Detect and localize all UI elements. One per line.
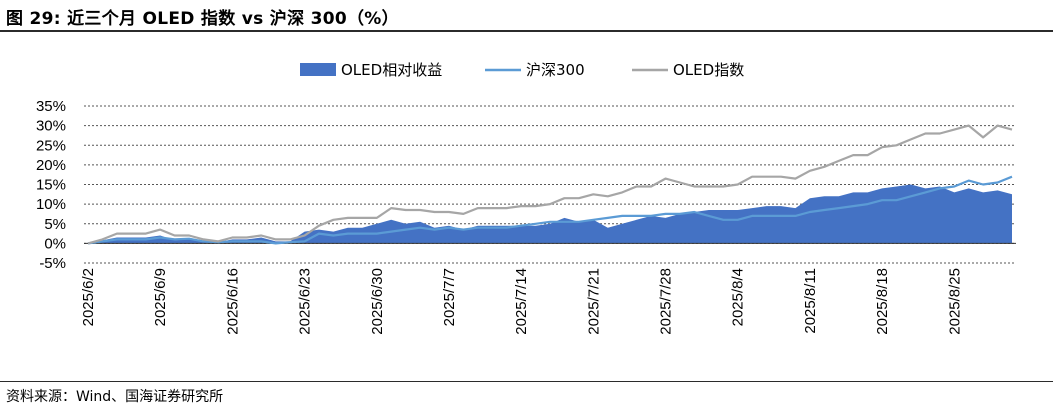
y-tick-label: -5% xyxy=(39,255,66,272)
x-tick-label: 2025/7/28 xyxy=(658,268,675,335)
legend-item-oled-relative-return: OLED相对收益 xyxy=(300,61,442,79)
x-tick-label: 2025/8/11 xyxy=(802,268,819,334)
x-tick-label: 2025/6/16 xyxy=(224,268,241,335)
y-tick-label: 20% xyxy=(36,157,66,174)
x-tick-label: 2025/8/25 xyxy=(946,268,963,335)
y-tick-label: 25% xyxy=(36,137,66,154)
legend-label: OLED相对收益 xyxy=(341,61,442,79)
y-tick-label: 35% xyxy=(36,98,66,115)
y-tick-label: 5% xyxy=(44,216,66,233)
x-tick-label: 2025/6/23 xyxy=(297,268,314,335)
legend-item-oled-index: OLED指数 xyxy=(632,61,744,79)
legend: OLED相对收益 沪深300 OLED指数 xyxy=(300,61,744,79)
x-tick-label: 2025/8/18 xyxy=(874,268,891,335)
source-note: 资料来源：Wind、国海证券研究所 xyxy=(6,389,224,405)
x-tick-label: 2025/6/9 xyxy=(152,268,169,326)
legend-item-hs300: 沪深300 xyxy=(485,61,585,79)
series-line-oled-index xyxy=(87,124,1013,245)
x-tick-label: 2025/7/21 xyxy=(585,268,602,335)
legend-label: OLED指数 xyxy=(673,61,744,79)
y-axis-tick-labels: 35% 30% 25% 20% 15% 10% 5% 0% -5% xyxy=(36,98,66,272)
title-divider xyxy=(0,30,1053,32)
y-tick-label: 10% xyxy=(36,196,66,213)
x-tick-label: 2025/8/4 xyxy=(730,268,747,326)
area-series-group xyxy=(88,184,1012,244)
legend-label: 沪深300 xyxy=(526,61,585,79)
y-tick-label: 0% xyxy=(44,235,66,252)
x-tick-label: 2025/6/2 xyxy=(80,268,97,326)
series-line-hs300 xyxy=(87,175,1013,245)
series-area-oled-relative-return xyxy=(88,184,1012,244)
x-tick-label: 2025/7/7 xyxy=(441,268,458,326)
line-series-group xyxy=(87,124,1013,245)
y-tick-label: 30% xyxy=(36,118,66,135)
x-tick-label: 2025/6/30 xyxy=(369,268,386,335)
y-tick-label: 15% xyxy=(36,177,66,194)
x-tick-label: 2025/7/14 xyxy=(513,268,530,335)
legend-swatch-area xyxy=(300,63,336,76)
figure-title: 图 29: 近三个月 OLED 指数 vs 沪深 300（%） xyxy=(6,9,399,29)
footer-divider xyxy=(0,381,1053,382)
x-axis-tick-labels: 2025/6/2 2025/6/9 2025/6/16 2025/6/23 2025/6… xyxy=(80,268,963,335)
